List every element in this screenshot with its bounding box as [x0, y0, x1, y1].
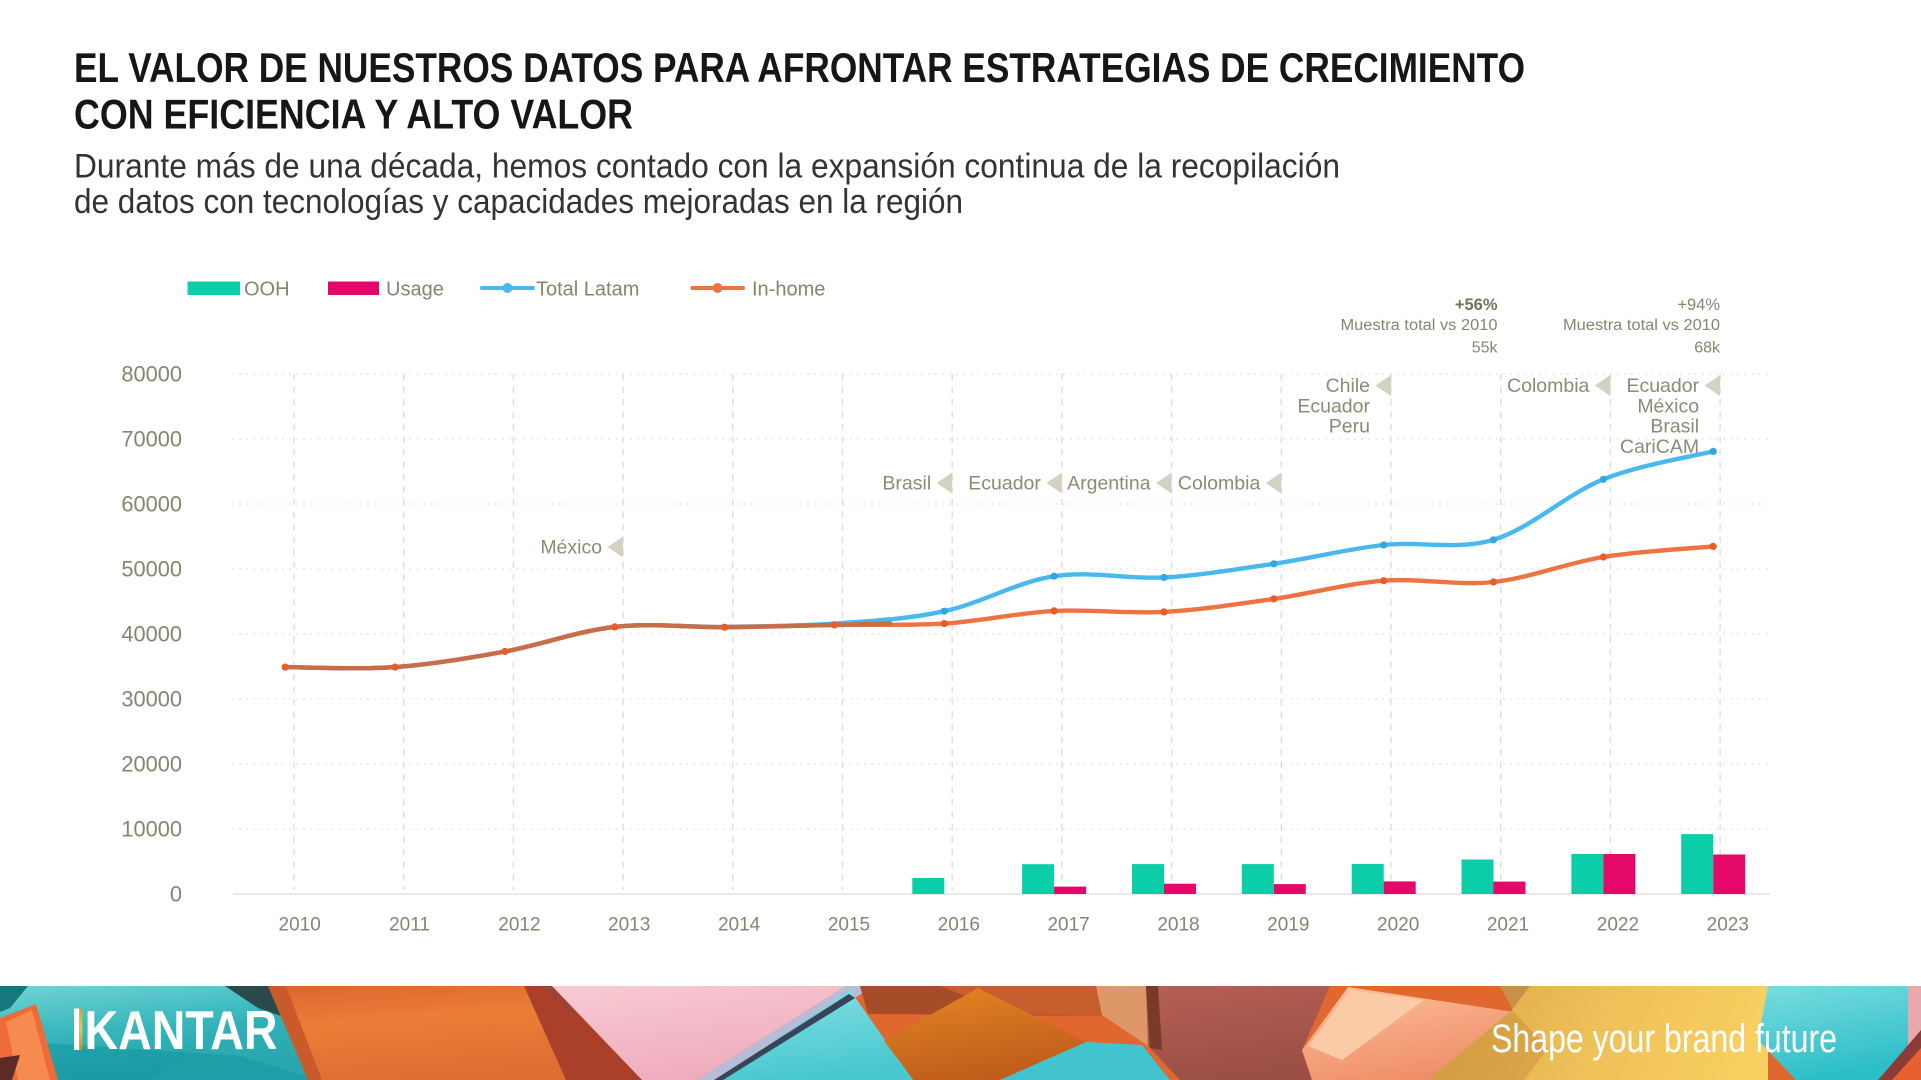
svg-text:CON EFICIENCIA Y ALTO VALOR: CON EFICIENCIA Y ALTO VALOR [74, 91, 633, 138]
svg-text:2021: 2021 [1487, 915, 1529, 936]
svg-text:2022: 2022 [1597, 915, 1639, 936]
svg-text:2011: 2011 [389, 915, 430, 936]
svg-text:55k: 55k [1472, 340, 1499, 357]
svg-text:+94%: +94% [1677, 296, 1720, 314]
svg-text:EL VALOR DE NUESTROS DATOS PAR: EL VALOR DE NUESTROS DATOS PARA AFRONTAR… [74, 44, 1525, 91]
svg-text:Chile: Chile [1326, 375, 1370, 397]
svg-text:68k: 68k [1694, 340, 1721, 357]
svg-text:50000: 50000 [121, 557, 182, 582]
svg-text:20000: 20000 [121, 752, 182, 777]
svg-text:Shape your brand future: Shape your brand future [1491, 1017, 1837, 1061]
svg-text:2017: 2017 [1047, 915, 1089, 936]
svg-text:2012: 2012 [498, 915, 540, 936]
svg-text:Ecuador: Ecuador [968, 473, 1041, 495]
svg-text:0: 0 [170, 882, 182, 907]
svg-text:70000: 70000 [121, 427, 182, 452]
svg-text:Brasil: Brasil [1650, 416, 1699, 438]
svg-text:60000: 60000 [121, 492, 182, 517]
svg-text:In-home: In-home [752, 279, 825, 301]
svg-text:10000: 10000 [121, 817, 182, 842]
svg-text:KANTAR: KANTAR [85, 999, 278, 1061]
svg-text:Colombia: Colombia [1178, 473, 1261, 495]
svg-text:2015: 2015 [828, 915, 870, 936]
svg-text:2014: 2014 [718, 915, 761, 936]
svg-text:OOH: OOH [244, 279, 290, 301]
svg-text:Ecuador: Ecuador [1297, 395, 1370, 417]
svg-text:CariCAM: CariCAM [1620, 436, 1699, 458]
svg-text:2019: 2019 [1267, 915, 1309, 936]
svg-text:México: México [1637, 395, 1699, 417]
svg-text:2023: 2023 [1707, 915, 1749, 936]
svg-text:2010: 2010 [279, 915, 321, 936]
svg-text:+56%: +56% [1455, 296, 1498, 314]
svg-text:México: México [540, 537, 602, 559]
svg-text:30000: 30000 [121, 687, 182, 712]
svg-text:Durante más de una década, hem: Durante más de una década, hemos contado… [74, 148, 1340, 186]
svg-text:40000: 40000 [121, 622, 182, 647]
svg-text:2013: 2013 [608, 915, 650, 936]
svg-text:2020: 2020 [1377, 915, 1419, 936]
svg-text:Ecuador: Ecuador [1626, 375, 1699, 397]
svg-text:Brasil: Brasil [882, 473, 931, 495]
svg-text:Muestra total vs 2010: Muestra total vs 2010 [1341, 317, 1498, 334]
svg-text:Muestra total vs 2010: Muestra total vs 2010 [1563, 317, 1720, 334]
svg-text:80000: 80000 [121, 362, 182, 387]
svg-text:2018: 2018 [1157, 915, 1199, 936]
svg-text:Peru: Peru [1329, 416, 1370, 438]
svg-text:Argentina: Argentina [1067, 473, 1151, 495]
svg-text:Total Latam: Total Latam [536, 279, 639, 301]
svg-text:Colombia: Colombia [1507, 375, 1590, 397]
svg-text:de datos con tecnologías y cap: de datos con tecnologías y capacidades m… [74, 183, 963, 221]
svg-text:Usage: Usage [386, 279, 444, 301]
svg-text:2016: 2016 [938, 915, 980, 936]
